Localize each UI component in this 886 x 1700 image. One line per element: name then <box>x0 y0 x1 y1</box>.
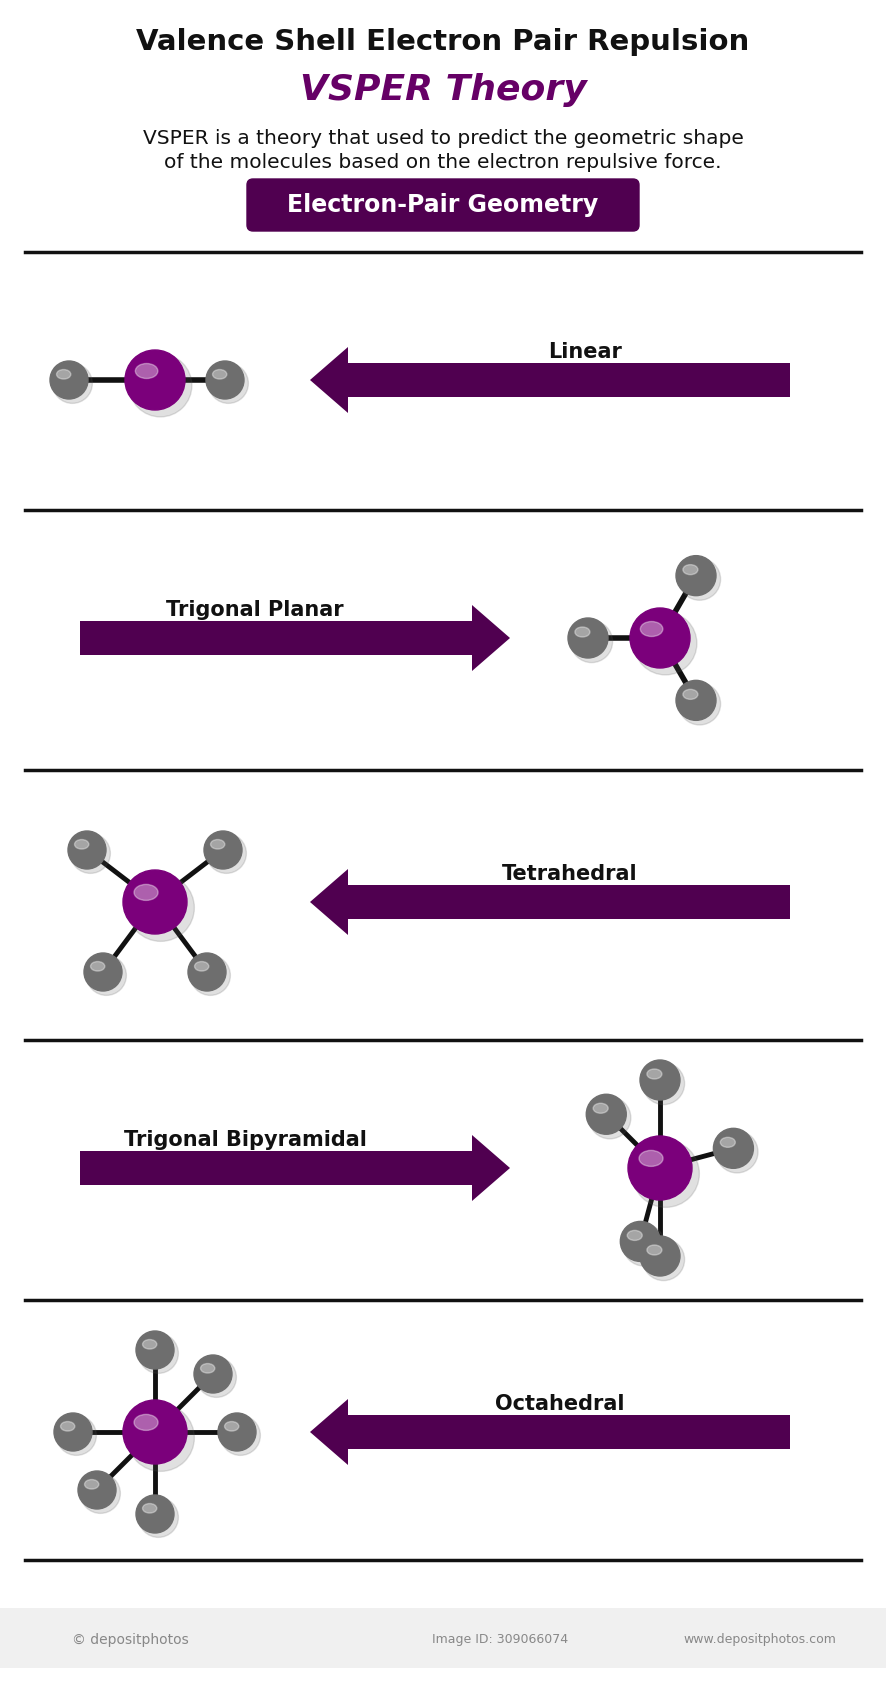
Ellipse shape <box>71 833 111 874</box>
Ellipse shape <box>213 369 227 379</box>
Text: VSPER is a theory that used to predict the geometric shape: VSPER is a theory that used to predict t… <box>143 129 743 148</box>
Text: © depositphotos: © depositphotos <box>72 1634 189 1647</box>
Polygon shape <box>80 1136 510 1200</box>
Circle shape <box>628 1136 692 1200</box>
Ellipse shape <box>647 1069 662 1080</box>
Circle shape <box>206 360 244 399</box>
Text: Valence Shell Electron Pair Repulsion: Valence Shell Electron Pair Repulsion <box>136 27 750 56</box>
Ellipse shape <box>52 364 92 403</box>
Circle shape <box>123 1401 187 1464</box>
Ellipse shape <box>639 1151 663 1166</box>
Ellipse shape <box>134 884 158 901</box>
Text: of the molecules based on the electron repulsive force.: of the molecules based on the electron r… <box>164 153 722 172</box>
Circle shape <box>84 954 122 991</box>
Ellipse shape <box>84 1479 99 1489</box>
Circle shape <box>568 619 608 658</box>
Ellipse shape <box>90 962 105 971</box>
Circle shape <box>620 1221 660 1261</box>
Ellipse shape <box>571 620 612 663</box>
Bar <box>0 1608 886 1668</box>
Ellipse shape <box>57 369 71 379</box>
Ellipse shape <box>87 955 127 996</box>
Ellipse shape <box>74 840 89 848</box>
Circle shape <box>50 360 88 399</box>
Circle shape <box>194 1355 232 1392</box>
Ellipse shape <box>632 1141 699 1207</box>
Ellipse shape <box>623 1224 664 1266</box>
Ellipse shape <box>60 1421 74 1431</box>
Ellipse shape <box>221 1416 260 1455</box>
Circle shape <box>640 1061 680 1100</box>
Ellipse shape <box>679 558 720 600</box>
Circle shape <box>68 831 106 869</box>
Text: Octahedral: Octahedral <box>495 1394 625 1414</box>
Ellipse shape <box>679 683 720 724</box>
Text: Image ID: 309066074: Image ID: 309066074 <box>432 1634 568 1647</box>
Ellipse shape <box>642 1062 685 1105</box>
Ellipse shape <box>143 1503 157 1513</box>
Ellipse shape <box>642 1239 685 1280</box>
Ellipse shape <box>134 1414 158 1430</box>
Circle shape <box>713 1129 753 1168</box>
Circle shape <box>54 1413 92 1452</box>
Ellipse shape <box>197 1358 237 1397</box>
Ellipse shape <box>208 364 248 403</box>
Ellipse shape <box>593 1103 608 1114</box>
Ellipse shape <box>647 1244 662 1255</box>
Ellipse shape <box>633 612 697 675</box>
Ellipse shape <box>575 627 590 638</box>
Polygon shape <box>310 1399 790 1465</box>
Ellipse shape <box>136 364 158 379</box>
Circle shape <box>630 609 690 668</box>
Text: Trigonal Planar: Trigonal Planar <box>167 600 344 620</box>
Ellipse shape <box>627 1231 642 1241</box>
Text: Electron-Pair Geometry: Electron-Pair Geometry <box>287 194 599 218</box>
Ellipse shape <box>683 564 698 575</box>
Ellipse shape <box>138 1333 178 1374</box>
Ellipse shape <box>224 1421 239 1431</box>
Circle shape <box>640 1236 680 1277</box>
Ellipse shape <box>143 1340 157 1350</box>
Ellipse shape <box>81 1474 120 1513</box>
Ellipse shape <box>589 1096 631 1139</box>
Ellipse shape <box>716 1130 758 1173</box>
Ellipse shape <box>128 354 192 416</box>
Circle shape <box>188 954 226 991</box>
Circle shape <box>204 831 242 869</box>
Ellipse shape <box>206 833 246 874</box>
Circle shape <box>136 1331 174 1369</box>
Ellipse shape <box>57 1416 97 1455</box>
Circle shape <box>136 1494 174 1533</box>
Circle shape <box>78 1470 116 1510</box>
Ellipse shape <box>211 840 225 848</box>
Circle shape <box>587 1095 626 1134</box>
FancyBboxPatch shape <box>247 178 639 231</box>
Ellipse shape <box>190 955 230 996</box>
Text: Linear: Linear <box>548 342 622 362</box>
Ellipse shape <box>200 1363 214 1374</box>
Polygon shape <box>310 347 790 413</box>
Circle shape <box>123 870 187 933</box>
Text: Trigonal Bipyramidal: Trigonal Bipyramidal <box>123 1130 367 1149</box>
Text: VSPER Theory: VSPER Theory <box>299 73 587 107</box>
Ellipse shape <box>128 874 194 942</box>
Polygon shape <box>310 869 790 935</box>
Circle shape <box>676 680 716 721</box>
Polygon shape <box>80 605 510 672</box>
Text: Tetrahedral: Tetrahedral <box>502 864 638 884</box>
Ellipse shape <box>683 690 698 699</box>
Text: www.depositphotos.com: www.depositphotos.com <box>684 1634 836 1647</box>
Ellipse shape <box>195 962 209 971</box>
Ellipse shape <box>128 1404 194 1472</box>
Ellipse shape <box>138 1498 178 1537</box>
Circle shape <box>218 1413 256 1452</box>
Ellipse shape <box>720 1137 735 1148</box>
Circle shape <box>676 556 716 595</box>
Ellipse shape <box>641 622 663 636</box>
Circle shape <box>125 350 185 410</box>
